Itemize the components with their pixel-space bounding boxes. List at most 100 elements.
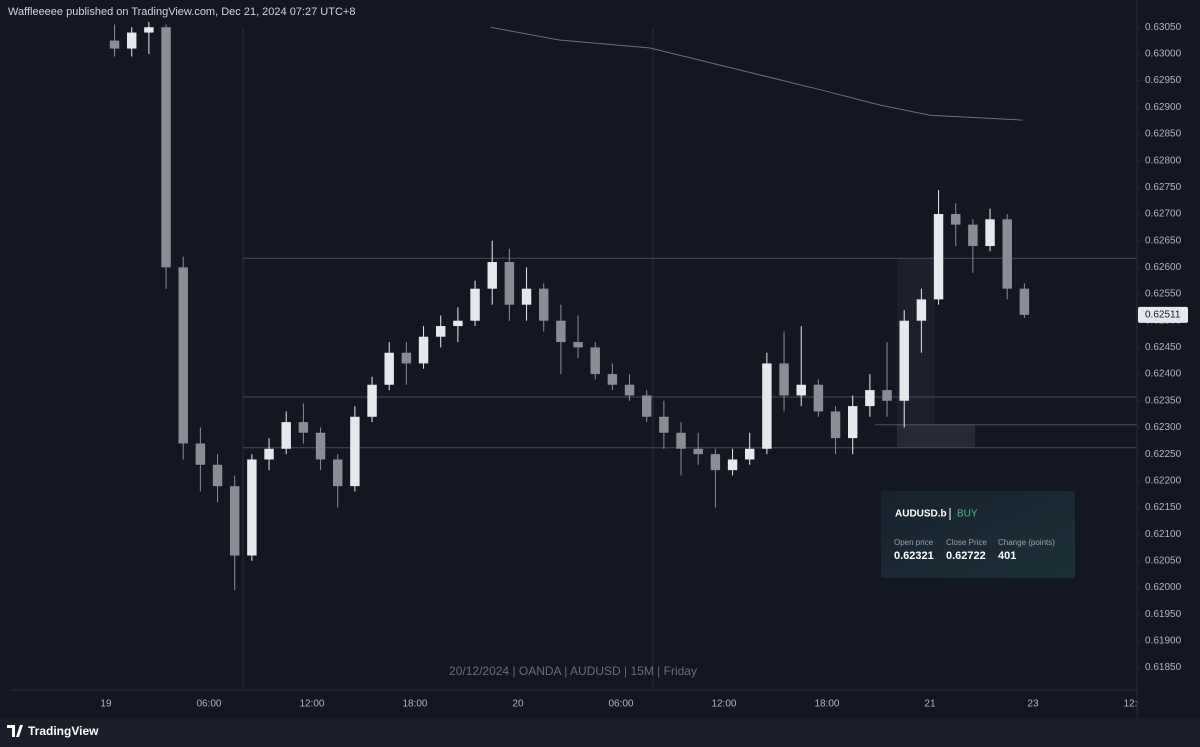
y-tick-label: 0.62350 — [1145, 395, 1182, 406]
card-field-label: Change (points) — [998, 538, 1055, 547]
y-tick-label: 0.62900 — [1145, 102, 1182, 113]
footer-bar — [0, 718, 1200, 747]
x-tick-label: 06:00 — [608, 699, 633, 710]
candle-body — [573, 342, 583, 348]
candle-body — [367, 384, 377, 417]
y-tick-label: 0.62400 — [1145, 369, 1182, 380]
candle-body — [796, 384, 806, 396]
last-price-label: 0.62511 — [1145, 309, 1181, 320]
y-tick-label: 0.61850 — [1145, 662, 1182, 673]
candle-body — [590, 347, 600, 375]
candle-body — [950, 213, 961, 225]
y-tick-label: 0.62550 — [1145, 289, 1182, 300]
candle-body — [676, 432, 686, 449]
candle-body — [504, 262, 515, 305]
candle-body — [899, 320, 909, 401]
candle-body — [178, 267, 188, 444]
axes — [10, 0, 1200, 718]
card-field-value: 0.62722 — [946, 550, 986, 562]
y-tick-label: 0.62950 — [1145, 75, 1182, 86]
candle-body — [435, 326, 446, 337]
candle-body — [332, 459, 343, 487]
card-field-value: 401 — [998, 550, 1016, 562]
y-tick-label: 0.62000 — [1145, 582, 1182, 593]
candle-body — [985, 219, 995, 247]
y-tick-label: 0.62250 — [1145, 449, 1182, 460]
candle-body — [384, 352, 394, 385]
y-tick-label: 0.62100 — [1145, 529, 1182, 540]
candle-body — [1019, 288, 1030, 315]
x-tick-label: 12:00 — [1123, 699, 1148, 710]
y-tick-label: 0.62200 — [1145, 475, 1182, 486]
candle-body — [727, 459, 738, 471]
candle-body — [933, 213, 944, 300]
y-tick-label: 0.62300 — [1145, 422, 1182, 433]
candle-body — [144, 27, 154, 33]
x-tick-label: 19 — [100, 699, 112, 710]
header-text: Waffleeeee published on TradingView.com,… — [8, 6, 355, 18]
candle-body — [813, 384, 824, 412]
candle-body — [556, 320, 566, 343]
candle-body — [264, 448, 274, 460]
y-tick-label: 0.61900 — [1145, 636, 1182, 647]
candle-body — [401, 352, 412, 364]
candle-body — [195, 443, 206, 465]
candle-body — [418, 336, 429, 364]
candle-body — [470, 288, 480, 321]
candle-body — [538, 288, 549, 321]
candle-body — [161, 27, 171, 268]
y-tick-label: 0.63050 — [1145, 22, 1182, 33]
y-tick-label: 0.62750 — [1145, 182, 1182, 193]
candle-body — [350, 416, 360, 487]
x-tick-label: 23 — [1027, 699, 1039, 710]
y-tick-label: 0.62800 — [1145, 155, 1182, 166]
candle-body — [453, 320, 463, 327]
y-tick-label: 0.62700 — [1145, 209, 1182, 220]
x-tick-label: 18:00 — [814, 699, 839, 710]
candle-body — [247, 459, 257, 556]
x-tick-label: 20 — [512, 699, 524, 710]
card-background — [881, 491, 1075, 578]
y-tick-label: 0.61950 — [1145, 609, 1182, 620]
candle-body — [521, 288, 532, 305]
candle-body — [487, 262, 497, 289]
y-tick-label: 0.62450 — [1145, 342, 1182, 353]
candle-body — [212, 464, 223, 487]
watermark: 20/12/2024 | OANDA | AUDUSD | 15M | Frid… — [449, 664, 697, 678]
candle-body — [779, 363, 789, 396]
y-tick-label: 0.62650 — [1145, 235, 1182, 246]
candle-body — [281, 422, 291, 449]
x-tick-label: 18:00 — [402, 699, 427, 710]
y-tick-label: 0.62850 — [1145, 129, 1182, 140]
candle-body — [624, 384, 635, 396]
y-tick-label: 0.62600 — [1145, 262, 1182, 273]
price-axis-cover — [1138, 690, 1200, 718]
card-field-label: Open price — [894, 538, 934, 547]
candle-body — [847, 406, 858, 439]
candle-body — [229, 486, 240, 556]
plot-area — [109, 21, 1137, 690]
trade-card: AUDUSD.b BUY Open price Close Price Chan… — [881, 491, 1075, 578]
y-tick-label: 0.62050 — [1145, 555, 1182, 566]
x-tick-label: 21 — [924, 699, 936, 710]
candle-body — [865, 390, 875, 407]
price-axis-panel — [1137, 0, 1200, 718]
moving-average — [490, 26, 1023, 121]
x-tick-label: 12:00 — [711, 699, 736, 710]
candle-body — [710, 454, 721, 471]
x-tick-label: 06:00 — [196, 699, 221, 710]
candle-body — [126, 32, 137, 49]
card-side: BUY — [957, 509, 978, 520]
y-tick-label: 0.63000 — [1145, 49, 1182, 60]
candle-body — [607, 374, 618, 385]
card-symbol: AUDUSD.b — [895, 509, 947, 520]
x-tick-label: 12:00 — [299, 699, 324, 710]
card-field-label: Close Price — [946, 538, 987, 547]
footer-brand: TradingView — [28, 724, 99, 738]
zone — [897, 424, 975, 448]
candle-body — [762, 363, 772, 449]
candle-body — [882, 390, 892, 401]
